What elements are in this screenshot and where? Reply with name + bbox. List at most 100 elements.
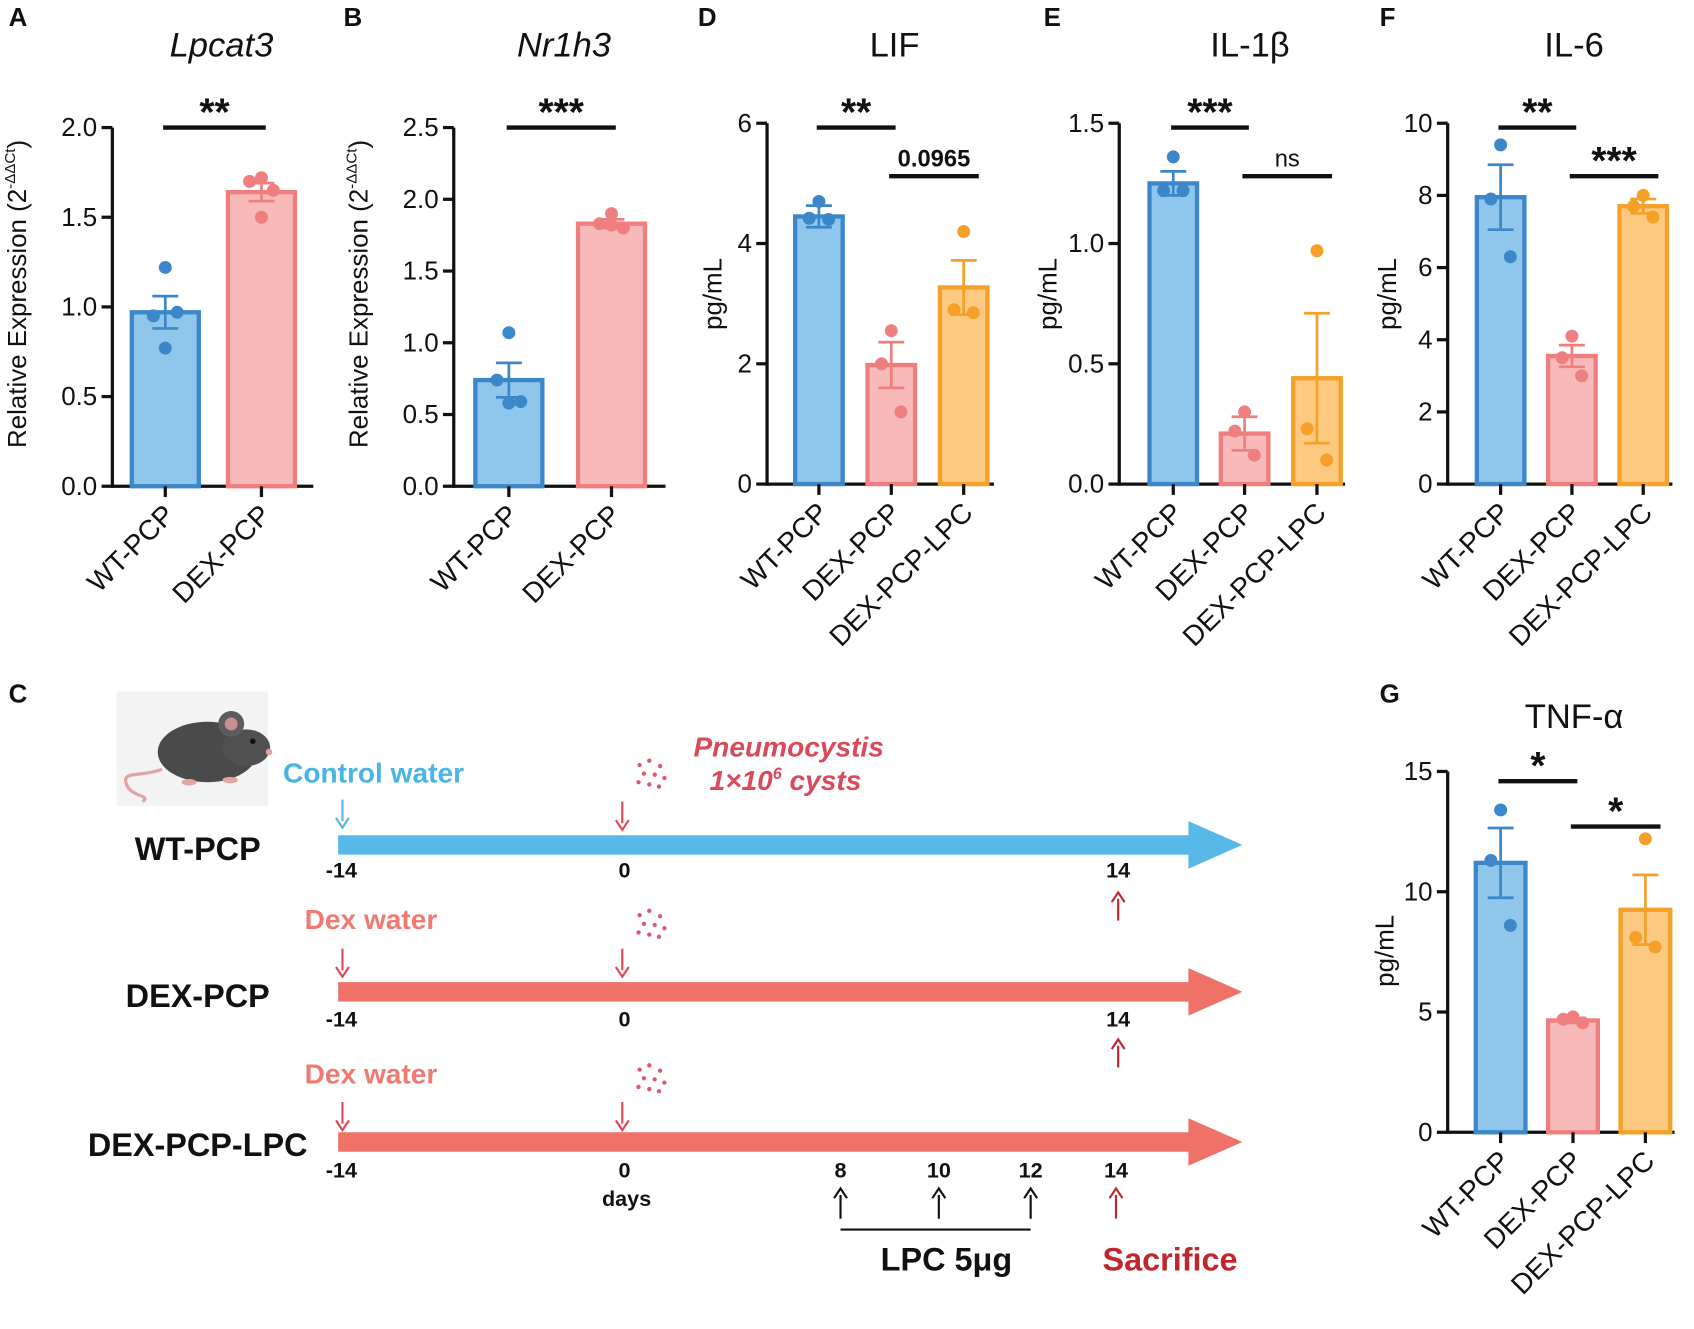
significance-label: *** (1591, 140, 1637, 183)
data-point (1228, 424, 1242, 438)
timeline-arrow-wt-pcp (338, 821, 1243, 869)
data-point (822, 212, 836, 226)
y-tick-label: 2 (1418, 399, 1432, 427)
row-label-dex-pcp: DEX-PCP (126, 978, 270, 1014)
data-point (1503, 250, 1517, 264)
panel-letter: D (698, 4, 717, 32)
data-point (243, 174, 257, 188)
y-tick-label: 1.0 (61, 294, 97, 322)
significance-label: *** (1187, 91, 1233, 134)
day-tick-12: 12 (1019, 1158, 1043, 1183)
significance-label: * (1530, 745, 1546, 788)
mouse-tail (124, 767, 163, 804)
water-label-control: Control water (283, 757, 464, 788)
y-tick-label: 0.0 (61, 473, 97, 501)
data-point (146, 309, 160, 323)
y-tick-label: 0.5 (61, 383, 97, 411)
spore-cluster (636, 908, 667, 939)
chart-panel-e: EIL-1βpg/mL0.00.51.01.5WT-PCPDEX-PCPDEX-… (1035, 4, 1346, 652)
panel-letter-c: C (9, 680, 28, 708)
data-point (802, 211, 816, 225)
data-point (514, 395, 528, 409)
chart-title: TNF-α (1525, 698, 1624, 736)
significance-label: *** (539, 91, 585, 134)
data-point (1176, 184, 1190, 198)
data-point (1494, 138, 1508, 152)
up-arrow-red (1108, 1186, 1124, 1219)
y-tick-label: 1.0 (1068, 230, 1104, 258)
bar-dex-pcp (225, 189, 298, 489)
day-tick-14: 14 (1104, 1158, 1128, 1183)
x-category-label: WT-PCP (81, 499, 180, 598)
y-axis-label: pg/mL (1035, 258, 1063, 330)
water-label-dex: Dex water (305, 904, 438, 935)
up-arrow-black (833, 1186, 848, 1219)
y-axis-label-text: pg/mL (1035, 258, 1063, 330)
data-point (1556, 1012, 1570, 1026)
y-tick-label: 2.0 (61, 114, 97, 142)
data-point (1566, 1010, 1580, 1024)
data-point (1238, 405, 1252, 419)
x-category-label: DEX-PCP (166, 499, 276, 609)
y-axis-label-superscript: -ΔΔCt (344, 148, 361, 189)
bar-dex-pcp-lpc (1617, 204, 1670, 487)
panel-letter: F (1380, 4, 1396, 32)
data-point (605, 218, 618, 232)
lpc-dose-label: LPC 5μg (881, 1242, 1012, 1278)
up-arrow-black (931, 1186, 947, 1219)
data-point (1565, 329, 1579, 343)
day-tick-14: 14 (1106, 1006, 1130, 1031)
data-point (957, 225, 971, 238)
timeline-arrow-dex-pcp (338, 968, 1243, 1016)
dose-suffix: cysts (782, 765, 862, 796)
data-point (1503, 918, 1517, 932)
data-point (1300, 422, 1314, 436)
data-point (170, 305, 184, 319)
dose-prefix: 1×10 (709, 765, 773, 796)
y-axis-label-superscript: -ΔΔCt (2, 148, 19, 189)
data-point (1646, 210, 1660, 224)
x-category-label: DEX-PCP (516, 499, 626, 609)
down-arrow-red (614, 801, 630, 832)
y-axis-label: pg/mL (1374, 258, 1402, 330)
chart-panel-a: A Lpcat3 Relative Expression (2-ΔΔCt) 0.0 0.… (2, 4, 314, 609)
significance-label: ** (841, 91, 872, 134)
bar-wt-pcp (1474, 195, 1527, 487)
bar-wt-pcp (792, 214, 845, 487)
chart-title: Lpcat3 (170, 26, 274, 64)
bar-dex-pcp (1545, 353, 1598, 487)
y-tick-label: 5 (1418, 999, 1432, 1027)
y-axis-label-text: Relative Expression (2 (345, 189, 373, 448)
days-label: days (602, 1186, 651, 1211)
data-point (502, 326, 516, 340)
dose-exponent: 6 (773, 765, 783, 783)
data-point (1157, 184, 1171, 198)
y-tick-label: 2.0 (403, 186, 439, 214)
data-point (1648, 940, 1662, 954)
data-point (605, 207, 618, 221)
y-tick-label: 1.0 (403, 329, 439, 357)
significance-label: * (1608, 790, 1624, 833)
mouse-foot (181, 779, 197, 786)
data-point (490, 373, 504, 387)
bar-wt-pcp (1147, 181, 1200, 487)
panel-letter: A (9, 4, 28, 32)
x-category-label: WT-PCP (425, 499, 524, 598)
y-axis-label-text: pg/mL (1374, 258, 1402, 330)
data-point (894, 405, 908, 419)
panel-letter: E (1044, 4, 1061, 32)
data-point (502, 396, 516, 410)
data-point (266, 183, 280, 197)
day-tick-minus14: -14 (326, 1158, 357, 1183)
water-label-dex: Dex water (305, 1059, 438, 1090)
chart-title: IL-1β (1210, 26, 1289, 64)
bar-wt-pcp (1473, 860, 1528, 1135)
data-point (1629, 930, 1643, 944)
data-point (1484, 192, 1498, 206)
up-arrow-red (1110, 890, 1126, 921)
down-arrow-red (614, 1102, 630, 1133)
infection-dose: 1×106 cysts (709, 765, 861, 796)
y-tick-label: 6 (1418, 254, 1432, 282)
